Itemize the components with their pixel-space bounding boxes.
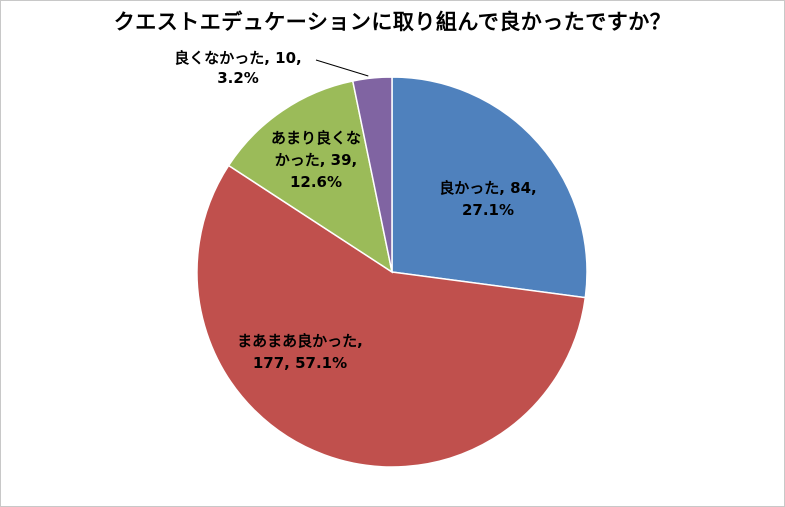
pie-slice-2 bbox=[227, 80, 394, 274]
leader-line bbox=[315, 59, 369, 77]
slice-label-0: 良かった, 84, 27.1% bbox=[439, 179, 537, 219]
slice-label-1: まあまあ良かった, 177, 57.1% bbox=[237, 332, 363, 372]
pie-slice-3 bbox=[351, 76, 393, 273]
slice-label-2: あまり良くなかった, 39, 12.6% bbox=[271, 129, 361, 191]
pie-slice-0 bbox=[391, 76, 588, 299]
pie-slice-1 bbox=[196, 164, 587, 468]
slice-label-3: 良くなかった, 10, 3.2% bbox=[174, 49, 302, 87]
chart-title: クエストエデュケーションに取り組んで良かったですか？ bbox=[113, 10, 672, 34]
